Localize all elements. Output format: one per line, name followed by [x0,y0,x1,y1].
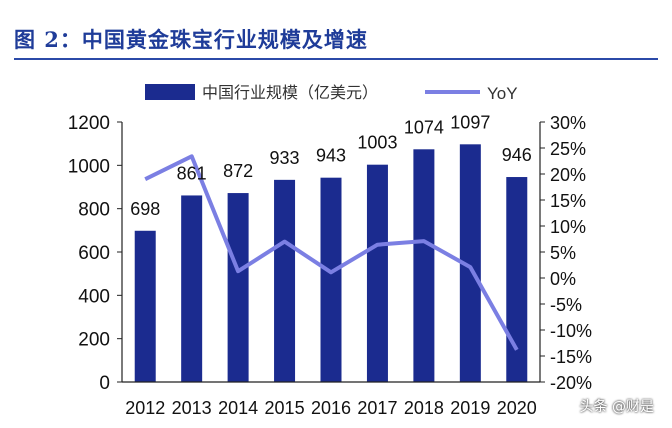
x-tick-label: 2018 [404,398,444,418]
bar [320,177,342,382]
y-left-tick-label: 200 [78,330,110,351]
x-tick-label: 2015 [265,398,305,418]
y-right-tick-label: 0% [550,269,576,289]
bar [366,164,388,382]
y-axis-left: 0 200 400 600 800 1000 1200 [68,113,123,394]
bar [413,149,435,382]
y-right-tick-label: 5% [550,243,576,263]
x-tick-label: 2013 [172,398,212,418]
y-right-tick-label: 30% [550,113,586,133]
y-left-tick-label: 0 [99,373,110,394]
y-right-tick-label: -5% [550,295,582,315]
bar-value-label: 943 [316,146,346,166]
bar [274,179,296,382]
x-tick-label: 2020 [497,398,537,418]
x-tick-label: 2014 [218,398,258,418]
bar-series [134,144,528,382]
bar-value-label: 1097 [450,112,490,132]
x-tick-label: 2019 [450,398,490,418]
line-series [144,154,519,351]
bar-value-label: 1074 [404,117,444,137]
y-right-tick-label: 25% [550,139,586,159]
bar [459,144,481,382]
y-right-tick-label: -10% [550,321,592,341]
bar-value-labels: 698 861 872 933 943 1003 1074 1097 946 [130,112,532,218]
bar-value-label: 698 [130,199,160,219]
y-left-tick-label: 1200 [68,113,110,134]
bar [181,195,203,382]
y-left-tick-label: 600 [78,243,110,264]
y-right-tick-label: -20% [550,373,592,393]
y-left-tick-label: 800 [78,200,110,221]
bar [506,177,528,382]
y-axis-right: -20% -15% -10% -5% 0% 5% 10% 15% 20% 25% 30% [539,113,592,393]
title-divider [14,58,658,60]
y-left-tick-label: 400 [78,286,110,307]
bar-value-label: 1003 [357,133,397,153]
y-right-tick-label: 20% [550,165,586,185]
y-right-tick-label: 10% [550,217,586,237]
y-left-tick-label: 1000 [68,156,110,177]
bar [134,230,156,382]
x-tick-label: 2012 [125,398,165,418]
bar-value-label: 872 [223,161,253,181]
legend: 中国行业规模（亿美元） YoY [145,84,518,103]
x-tick-label: 2016 [311,398,351,418]
x-tick-label: 2017 [357,398,397,418]
legend-bar-swatch [145,84,195,100]
legend-line-label: YoY [487,84,518,103]
legend-bar-label: 中国行业规模（亿美元） [202,84,378,102]
figure-title: 图 2：中国黄金珠宝行业规模及增速 [14,27,368,52]
bar-value-label: 946 [502,145,532,165]
x-axis: 2012 2013 2014 2015 2016 2017 2018 2019 2020 [122,381,540,418]
bar-value-label: 933 [270,148,300,168]
y-right-tick-label: -15% [550,347,592,367]
watermark: 头条 @财是 [579,399,654,415]
bar-value-label: 861 [177,163,207,183]
y-right-tick-label: 15% [550,191,586,211]
bar [227,193,249,382]
